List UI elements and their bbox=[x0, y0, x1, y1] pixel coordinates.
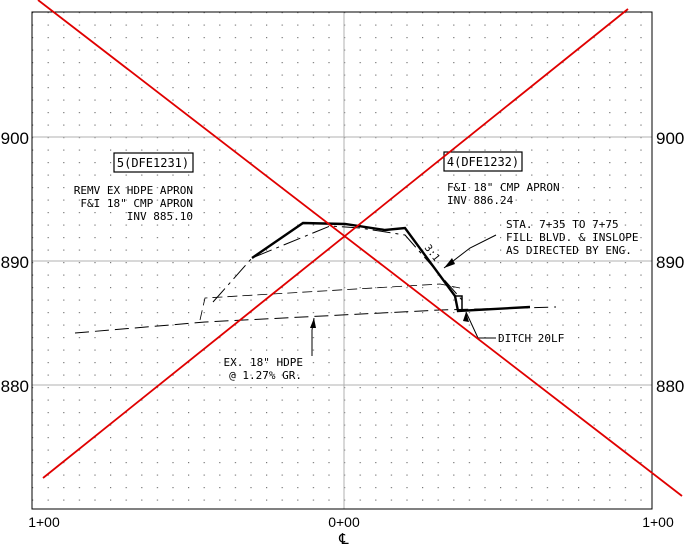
structure-right-tag: 4(DFE1232) bbox=[447, 155, 519, 169]
pipe-arrowhead bbox=[310, 318, 316, 328]
ditch-label: DITCH 20LF bbox=[498, 332, 564, 345]
proposed-section-line bbox=[251, 221, 531, 313]
elev-right-900: 900 bbox=[656, 129, 684, 148]
pipe-note-line-2: @ 1.27% GR. bbox=[229, 369, 302, 382]
structure-left-line-3: INV 885.10 bbox=[127, 210, 193, 223]
major-grid bbox=[32, 12, 652, 509]
elev-right-880: 880 bbox=[656, 377, 684, 396]
structure-left-tag: 5(DFE1231) bbox=[117, 156, 189, 170]
station-left: 1+00 bbox=[28, 514, 60, 530]
elev-left-880: 880 bbox=[1, 377, 29, 396]
fill-note-line-1: STA. 7+35 TO 7+75 bbox=[506, 218, 619, 231]
structure-right-line-2: INV 886.24 bbox=[447, 194, 514, 207]
structure-left-line-2: F&I 18" CMP APRON bbox=[80, 197, 193, 210]
cross-out-mark bbox=[37, 0, 683, 497]
station-center: 0+00 bbox=[328, 514, 360, 530]
ditch-arrowhead bbox=[463, 312, 469, 322]
structure-left-line-1: REMV EX HDPE APRON bbox=[74, 184, 193, 197]
fill-note-line-3: AS DIRECTED BY ENG. bbox=[506, 244, 632, 257]
centerline-symbol: ℄ bbox=[338, 531, 349, 548]
cross-out-line-2 bbox=[42, 8, 629, 479]
fill-note-arrowhead bbox=[444, 258, 455, 268]
existing-profile-dashdot bbox=[212, 225, 463, 303]
elev-right-890: 890 bbox=[656, 253, 684, 272]
fill-note-line-2: FILL BLVD. & INSLOPE bbox=[506, 231, 638, 244]
cross-out-line-1 bbox=[37, 0, 683, 497]
pipe-note-line-1: EX. 18" HDPE bbox=[224, 356, 303, 369]
pipe-end-box bbox=[455, 295, 463, 311]
structure-right-line-1: F&I 18" CMP APRON bbox=[447, 181, 560, 194]
elev-left-900: 900 bbox=[1, 129, 29, 148]
elev-left-890: 890 bbox=[1, 253, 29, 272]
existing-ground-upper bbox=[199, 283, 461, 321]
structure-left-tag-box bbox=[113, 152, 194, 173]
frame bbox=[31, 11, 653, 510]
structure-right-tag-box bbox=[443, 151, 523, 172]
station-right: 1+00 bbox=[642, 514, 674, 530]
